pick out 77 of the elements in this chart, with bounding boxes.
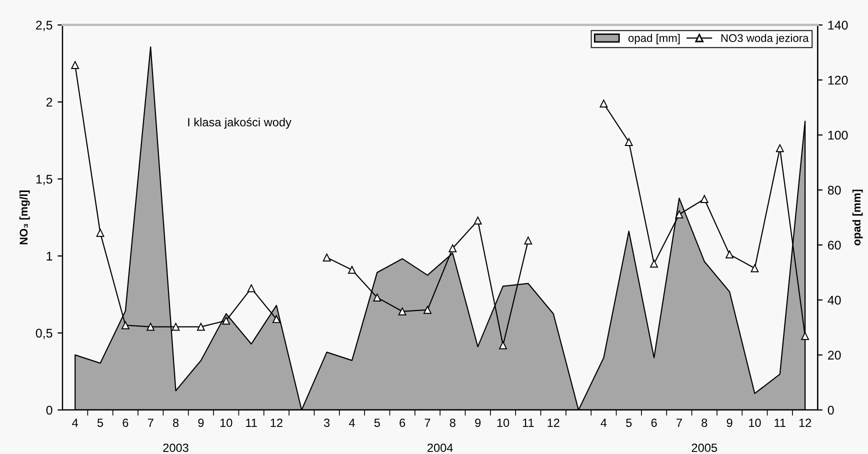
x-tick-label: 6 (400, 418, 406, 427)
text: 2005 (692, 444, 718, 452)
point (322, 254, 331, 262)
point (801, 332, 810, 340)
x-tick-label: 6 (122, 418, 128, 427)
x-tick-label: 3 (324, 418, 330, 427)
point (172, 322, 180, 331)
x-tick-label: 9 (726, 418, 732, 427)
x-tick-label: 8 (702, 418, 708, 427)
y-tick-label: 0,5 (36, 328, 52, 340)
x-tick-label: 11 (522, 418, 534, 427)
x-tick-label: 10 (749, 418, 761, 427)
y-tick-label: 0 (46, 406, 52, 415)
x-tick-label: 8 (173, 418, 179, 427)
x-tick-label: 4 (348, 418, 355, 427)
x-tick-label: 6 (651, 418, 657, 427)
text: 2004 (428, 444, 453, 452)
point (71, 61, 80, 69)
point (222, 316, 230, 325)
x-tick-label: 7 (676, 418, 682, 427)
point (499, 341, 507, 350)
y-axis-title: NO₃ [mg/l] (19, 190, 30, 244)
x-tick-label: 5 (626, 418, 632, 427)
point (146, 322, 155, 331)
y-tick-label: 2 (46, 98, 52, 106)
y2-tick-label: 140 (828, 20, 848, 30)
point (474, 216, 482, 225)
point (750, 264, 759, 272)
x-tick-label: 11 (246, 418, 257, 427)
point (726, 250, 734, 258)
point (373, 294, 382, 302)
point (776, 144, 784, 152)
text: 2003 (163, 444, 188, 452)
y2-axis-title: opad [mm] (852, 190, 863, 246)
point (247, 284, 256, 292)
point (272, 315, 280, 324)
x-tick-label: 12 (548, 418, 560, 427)
x-tick-label: 12 (270, 418, 282, 427)
x-tick-label: 7 (424, 418, 430, 427)
x-tick-label: 10 (220, 418, 232, 427)
point (398, 307, 406, 316)
x-tick-label: 7 (148, 418, 154, 427)
point (700, 195, 708, 203)
legend-label: NO3 woda jeziora (721, 34, 809, 44)
annotation: I klasa jakości wody (188, 118, 292, 129)
x-tick-label: 8 (450, 418, 456, 427)
x-tick-label: 4 (600, 418, 607, 427)
y-tick-label: 1 (46, 252, 52, 260)
point (650, 260, 658, 268)
x-tick-label: 5 (374, 418, 380, 427)
y-tick-label: 1,5 (36, 174, 52, 186)
point (121, 321, 130, 330)
x-tick-label: 9 (198, 418, 204, 427)
point (348, 266, 356, 274)
point (196, 322, 205, 331)
point (624, 138, 633, 146)
x-tick-label: 11 (774, 418, 786, 427)
point (675, 210, 684, 218)
point (600, 100, 608, 108)
x-tick-label: 10 (497, 418, 510, 427)
x-tick-label: 5 (97, 418, 104, 427)
point (448, 244, 457, 252)
point (424, 306, 432, 314)
y2-tick-label: 0 (828, 406, 834, 415)
y-tick-label: 2,5 (36, 20, 52, 32)
x-tick-label: 12 (799, 418, 812, 427)
y2-tick-label: 80 (828, 186, 841, 195)
y2-tick-label: 20 (828, 350, 841, 360)
y2-tick-label: 60 (828, 240, 841, 250)
y2-tick-label: 100 (828, 130, 848, 140)
y2-tick-label: 40 (828, 296, 841, 305)
point (96, 228, 104, 237)
point (524, 236, 532, 245)
x-tick-label: 9 (475, 418, 481, 427)
x-tick-label: 4 (72, 418, 78, 427)
y2-tick-label: 120 (828, 76, 848, 85)
legend-label: opad [mm] (628, 34, 680, 44)
